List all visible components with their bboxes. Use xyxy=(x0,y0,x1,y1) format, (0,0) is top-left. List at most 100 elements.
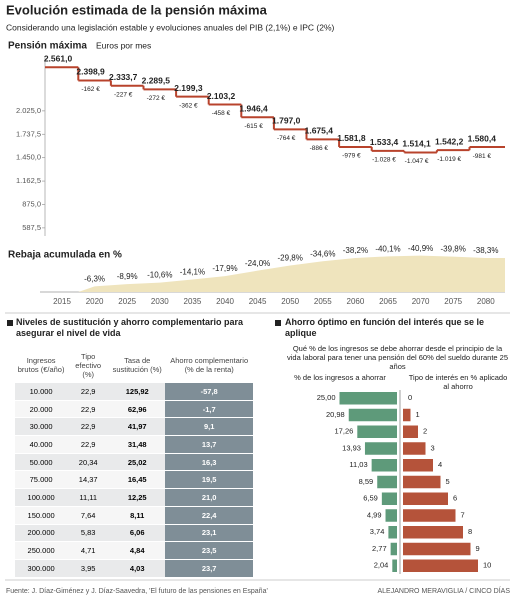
x-tick-label: 2080 xyxy=(477,297,495,306)
data-label: 17,26 xyxy=(335,427,354,436)
credit: ALEJANDRO MERAVIGLIA / CINCO DÍAS xyxy=(377,586,510,595)
data-label: 2,04 xyxy=(374,561,389,570)
data-label: 6,59 xyxy=(363,494,378,503)
data-label: -14,1% xyxy=(180,268,205,277)
bar xyxy=(390,542,397,556)
column-header: Tasa de sustitución (%) xyxy=(112,356,162,374)
data-label: 1.514,1 xyxy=(402,139,431,149)
data-label: 11,03 xyxy=(349,460,367,469)
table-cell: 7,64 xyxy=(67,505,110,524)
x-tick-label: 2075 xyxy=(444,297,462,306)
table-cell: 100.000 xyxy=(15,488,68,507)
x-tick-label: 2050 xyxy=(281,297,299,306)
bar xyxy=(348,408,397,422)
subtitle: Considerando una legislación estable y e… xyxy=(6,22,335,32)
annotation: -272 € xyxy=(147,95,166,102)
data-label: 2.199,3 xyxy=(174,83,203,93)
table: Ingresos brutos (€/año) Tipo efectivo (%)… xyxy=(15,348,253,577)
table-cell: 8,11 xyxy=(109,505,166,524)
annotation: -458 € xyxy=(212,110,231,117)
annotation: -979 € xyxy=(342,153,361,160)
chart-title: Rebaja acumulada en % xyxy=(8,250,122,261)
table-row: 50.000 20,34 25,02 16,3 xyxy=(15,452,253,471)
data-label: 7 xyxy=(461,510,465,519)
table-cell: 16,45 xyxy=(109,470,166,489)
column-header: Ahorro complementario (% de la renta) xyxy=(170,356,249,374)
table-cell: 12,25 xyxy=(109,488,166,507)
annotation: -227 € xyxy=(114,91,133,98)
data-label: -39,8% xyxy=(441,245,466,254)
table-cell: 16,3 xyxy=(165,452,253,471)
data-label: -38,3% xyxy=(473,246,498,255)
data-label: 2.561,0 xyxy=(44,53,73,63)
y-tick-label: 587,5 xyxy=(22,223,41,232)
table-cell: 10.000 xyxy=(15,382,68,401)
bar xyxy=(403,509,456,522)
chart-title: Pensión máxima xyxy=(8,41,87,52)
y-tick-label: 1.737,5 xyxy=(16,129,41,138)
table-cell: 31,48 xyxy=(109,435,166,454)
legend-entry: % de los ingresos a ahorrar xyxy=(294,373,386,382)
table-title: Niveles de sustitución y ahorro compleme… xyxy=(16,317,244,338)
data-label: -34,6% xyxy=(310,249,335,258)
table-row: 30.000 22,9 41,97 9,1 xyxy=(15,417,253,436)
bar xyxy=(371,459,397,472)
x-tick-label: 2025 xyxy=(118,297,136,306)
data-label: 2.289,5 xyxy=(142,76,171,86)
data-label: 0 xyxy=(408,393,412,402)
chart-title: Ahorro óptimo en función del interés que… xyxy=(285,317,485,338)
table-row: 75.000 14,37 16,45 19,5 xyxy=(15,470,253,489)
table-cell: 13,7 xyxy=(165,435,253,454)
source: Fuente: J. Díaz-Giménez y J. Díaz-Saaved… xyxy=(6,588,268,595)
table-cell: 5,83 xyxy=(67,523,110,542)
table-cell: 62,96 xyxy=(109,399,166,418)
table-cell: 22,9 xyxy=(67,417,110,436)
data-label: 2 xyxy=(423,427,427,436)
data-label: 2,77 xyxy=(372,544,387,553)
y-tick-label: 875,0 xyxy=(22,199,41,208)
data-label: 1 xyxy=(416,410,420,419)
table-cell: 23,1 xyxy=(165,523,253,542)
data-label: 8,59 xyxy=(359,477,374,486)
data-label: 1.580,4 xyxy=(468,133,497,143)
data-label: -38,2% xyxy=(343,246,368,255)
y-tick-label: 2.025,0 xyxy=(16,106,41,115)
data-label: 3 xyxy=(431,443,435,452)
legend-entry: Tipo de interés en % aplicado al ahorro xyxy=(408,373,508,391)
data-label: -6,3% xyxy=(84,275,105,284)
y-tick-label: 1.162,5 xyxy=(16,176,41,185)
table-cell: 40.000 xyxy=(15,435,68,454)
table-cell: 20,34 xyxy=(67,452,110,471)
bar xyxy=(403,542,471,556)
table-cell: 20.000 xyxy=(15,399,68,418)
x-tick-label: 2020 xyxy=(86,297,104,306)
table-cell: 25,02 xyxy=(109,452,166,471)
data-label: 6 xyxy=(453,494,457,503)
annotation: -1.047 € xyxy=(405,158,429,165)
x-tick-label: 2015 xyxy=(53,297,71,306)
bar xyxy=(403,475,441,489)
data-label: 9 xyxy=(476,544,480,553)
annotation: -1.019 € xyxy=(437,156,461,163)
table-row: 300.000 3,95 4,03 23,7 xyxy=(15,558,253,577)
bar xyxy=(403,559,478,572)
table-cell: -1,7 xyxy=(165,399,253,418)
bar xyxy=(403,459,433,472)
annotation: -981 € xyxy=(473,153,492,160)
data-label: -10,6% xyxy=(147,271,172,280)
table-cell: 3,95 xyxy=(67,558,110,577)
bar xyxy=(364,442,397,455)
table-cell: 22,9 xyxy=(67,382,110,401)
data-label: 4,99 xyxy=(367,510,382,519)
annotation: -764 € xyxy=(277,135,296,142)
x-tick-label: 2055 xyxy=(314,297,332,306)
bar xyxy=(381,492,397,505)
data-label: 1.581,8 xyxy=(337,133,366,143)
annotation: -886 € xyxy=(310,145,329,152)
table-row: 10.000 22,9 125,92 -57,8 xyxy=(15,382,253,401)
data-label: -40,1% xyxy=(375,244,400,253)
bar xyxy=(403,442,426,455)
main-title: Evolución estimada de la pensión máxima xyxy=(6,2,268,17)
